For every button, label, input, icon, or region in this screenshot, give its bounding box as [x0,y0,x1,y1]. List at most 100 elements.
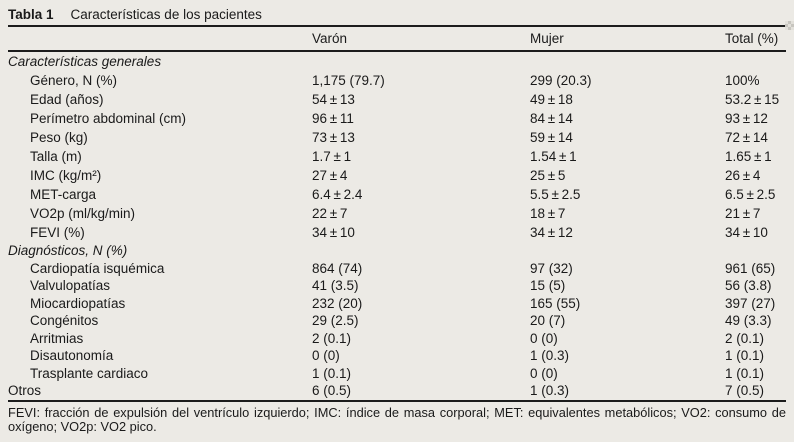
table-section: Características generales Género, N (%) 1,… [8,52,786,242]
cell-total: 961 (65) [725,260,776,276]
cell-varon: 27 ± 4 [312,168,348,183]
table-row: Congénitos 29 (2.5) 20 (7) 49 (3.3) [8,312,786,330]
cell-mujer: 0 (0) [530,365,558,381]
table-row: Talla (m) 1.7 ± 1 1.54 ± 1 1.65 ± 1 [8,147,786,166]
cell-mujer: 18 ± 7 [530,206,566,221]
header-rule [8,50,786,52]
cell-varon: 54 ± 13 [312,92,355,107]
cell-mujer: 165 (55) [530,295,581,311]
cell-total: 1 (0.1) [725,348,765,364]
cell-mujer: 49 ± 18 [530,92,573,107]
cell-varon: 232 (20) [312,295,363,311]
table-row: Disautonomía 0 (0) 1 (0.3) 1 (0.1) [8,347,786,365]
cell-total: 1 (0.1) [725,365,765,381]
cell-total: 26 ± 4 [725,168,761,183]
cell-total: 2 (0.1) [725,330,765,346]
cell-varon: 6.4 ± 2.4 [312,187,363,202]
row-label: Edad (años) [30,92,104,107]
table-row: Arritmias 2 (0.1) 0 (0) 2 (0.1) [8,330,786,348]
cell-varon: 6 (0.5) [312,383,352,399]
cell-varon: 73 ± 13 [312,130,355,145]
row-label: Otros [8,383,42,399]
table-row: Género, N (%) 1,175 (79.7) 299 (20.3) 100% [8,71,786,90]
cell-total: 72 ± 14 [725,130,768,145]
table-row: Miocardiopatías 232 (20) 165 (55) 397 (27) [8,295,786,313]
table-row: Peso (kg) 73 ± 13 59 ± 14 72 ± 14 [8,128,786,147]
cell-varon: 34 ± 10 [312,225,355,240]
cell-total: 1.65 ± 1 [725,149,772,164]
table-row: Cardiopatía isquémica 864 (74) 97 (32) 961 … [8,260,786,278]
column-header-varon: Varón [312,31,348,46]
table-row: IMC (kg/m²) 27 ± 4 25 ± 5 26 ± 4 [8,166,786,185]
cell-varon: 1 (0.1) [312,365,352,381]
table-row: VO2p (ml/kg/min) 22 ± 7 18 ± 7 21 ± 7 [8,204,786,223]
row-label: Disautonomía [30,348,114,364]
row-label: Género, N (%) [30,73,118,88]
cell-varon: 29 (2.5) [312,313,359,329]
cell-mujer: 5.5 ± 2.5 [530,187,581,202]
row-label: Trasplante cardiaco [30,365,149,381]
cell-mujer: 25 ± 5 [530,168,566,183]
table-row: Otros 6 (0.5) 1 (0.3) 7 (0.5) [8,382,786,400]
cell-mujer: 59 ± 14 [530,130,573,145]
table-row: Edad (años) 54 ± 13 49 ± 18 53.2 ± 15 [8,90,786,109]
cell-varon: 41 (3.5) [312,278,359,294]
row-label: MET-carga [30,187,97,202]
cell-mujer: 20 (7) [530,313,566,329]
row-label: Perímetro abdominal (cm) [30,111,187,126]
cell-total: 34 ± 10 [725,225,768,240]
cell-mujer: 299 (20.3) [530,73,592,88]
row-label: Arritmias [30,330,84,346]
cell-total: 49 (3.3) [725,313,772,329]
row-label: Peso (kg) [30,130,88,145]
footnote-rule [8,399,786,402]
cell-mujer: 0 (0) [530,330,558,346]
cell-mujer: 1 (0.3) [530,348,570,364]
table-row: Valvulopatías 41 (3.5) 15 (5) 56 (3.8) [8,277,786,295]
row-label: Valvulopatías [30,278,111,294]
table-row: FEVI (%) 34 ± 10 34 ± 12 34 ± 10 [8,223,786,242]
table-body: Características generales Género, N (%) 1,… [8,52,786,400]
table-row: MET-carga 6.4 ± 2.4 5.5 ± 2.5 6.5 ± 2.5 [8,185,786,204]
row-label: Congénitos [30,313,99,329]
row-label: Cardiopatía isquémica [30,260,165,276]
table-section: Diagnósticos, N (%) Cardiopatía isquémica… [8,242,786,400]
cell-varon: 0 (0) [312,348,340,364]
cell-mujer: 97 (32) [530,260,573,276]
cell-varon: 96 ± 11 [312,111,354,126]
row-label: Miocardiopatías [30,295,126,311]
row-label: FEVI (%) [30,225,85,240]
cell-varon: 1.7 ± 1 [312,149,352,164]
cell-mujer: 15 (5) [530,278,566,294]
table-title: Características de los pacientes [70,7,262,22]
footnote: FEVI: fracción de expulsión del ventrícu… [8,404,786,434]
column-header-total: Total (%) [725,31,779,46]
row-label: Talla (m) [30,149,82,164]
cell-mujer: 84 ± 14 [530,111,573,126]
table-number: Tabla 1 [8,7,54,22]
cell-total: 21 ± 7 [725,206,761,221]
cell-total: 6.5 ± 2.5 [725,187,776,202]
top-rule [8,25,786,27]
cell-total: 397 (27) [725,295,776,311]
cell-varon: 2 (0.1) [312,330,352,346]
cell-varon: 22 ± 7 [312,206,348,221]
cell-total: 53.2 ± 15 [725,92,780,107]
cell-total: 100% [725,73,760,88]
row-label: VO2p (ml/kg/min) [30,206,136,221]
cell-mujer: 34 ± 12 [530,225,573,240]
table-row: Trasplante cardiaco 1 (0.1) 0 (0) 1 (0.1) [8,365,786,383]
row-label: IMC (kg/m²) [30,168,102,183]
cell-varon: 1,175 (79.7) [312,73,385,88]
cell-total: 7 (0.5) [725,383,765,399]
cell-mujer: 1.54 ± 1 [530,149,577,164]
section-header: Características generales [8,54,162,69]
table-row: Perímetro abdominal (cm) 96 ± 11 84 ± 14 93… [8,109,786,128]
table-caption: Tabla 1 Características de los pacientes [8,0,786,25]
cell-varon: 864 (74) [312,260,363,276]
column-header-row: Varón Mujer Total (%) [8,27,786,50]
section-header: Diagnósticos, N (%) [8,243,128,259]
cell-total: 93 ± 12 [725,111,768,126]
column-header-mujer: Mujer [530,31,564,46]
